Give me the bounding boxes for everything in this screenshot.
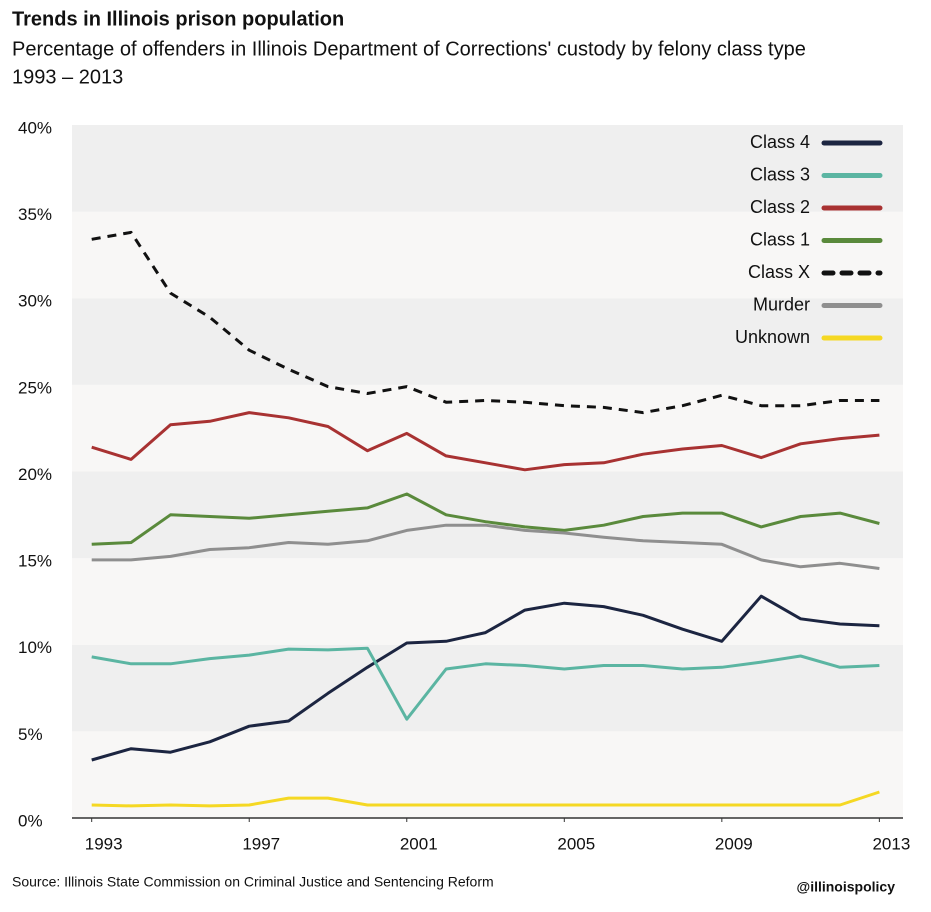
chart-subtitle: Percentage of offenders in Illinois Depa… xyxy=(12,38,806,60)
y-tick-label: 35% xyxy=(18,205,52,224)
y-tick-label: 30% xyxy=(18,292,52,311)
background-band xyxy=(72,125,903,212)
legend-label: Murder xyxy=(753,294,810,314)
x-tick-label: 2009 xyxy=(715,834,753,853)
background-band xyxy=(72,384,903,472)
series-line xyxy=(91,646,880,721)
chart-title: Trends in Illinois prison population xyxy=(12,8,344,30)
x-tick-label: 1993 xyxy=(85,834,123,853)
credit: @illinoispolicy xyxy=(797,879,896,895)
series-line xyxy=(91,492,880,546)
y-tick-label: 40% xyxy=(18,118,52,137)
y-tick-label: 5% xyxy=(18,725,43,744)
y-tick-label: 15% xyxy=(18,552,52,571)
background-band xyxy=(72,644,903,732)
legend-label: Class 2 xyxy=(750,197,810,217)
series-line xyxy=(91,594,880,762)
source-note: Source: Illinois State Commission on Cri… xyxy=(12,874,494,890)
legend-label: Class 3 xyxy=(750,164,810,184)
date-range: 1993 – 2013 xyxy=(12,66,123,88)
x-tick-label: 1997 xyxy=(242,834,280,853)
legend-label: Class X xyxy=(748,262,810,282)
background-band xyxy=(72,211,903,299)
x-tick-label: 2005 xyxy=(557,834,595,853)
x-tick-label: 2001 xyxy=(400,834,438,853)
y-tick-label: 20% xyxy=(18,465,52,484)
legend-label: Unknown xyxy=(735,327,810,347)
background-band xyxy=(72,471,903,559)
x-tick-label: 2013 xyxy=(872,834,910,853)
y-tick-label: 0% xyxy=(18,811,43,830)
series-line xyxy=(91,411,880,472)
legend-label: Class 4 xyxy=(750,132,810,152)
series-line xyxy=(91,790,880,808)
series-line xyxy=(91,230,880,415)
series-line xyxy=(91,523,880,570)
background-band xyxy=(72,298,903,385)
y-tick-label: 10% xyxy=(18,638,52,657)
y-tick-label: 25% xyxy=(18,378,52,397)
legend-label: Class 1 xyxy=(750,229,810,249)
